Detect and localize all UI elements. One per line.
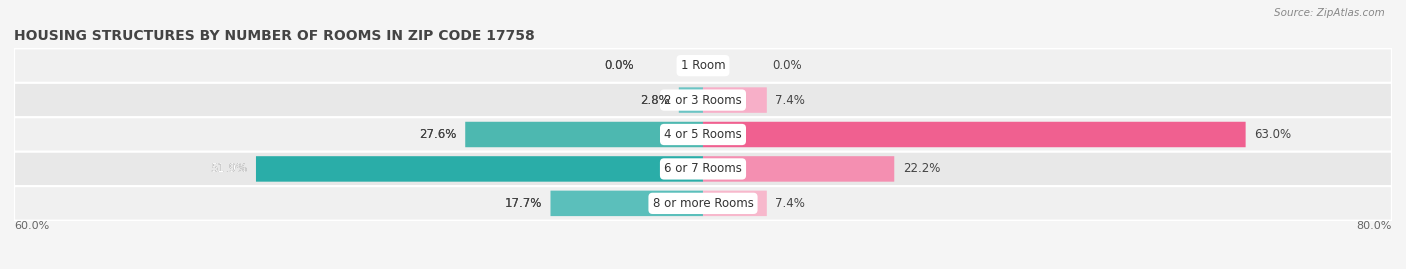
FancyBboxPatch shape: [703, 87, 766, 113]
FancyBboxPatch shape: [14, 186, 1392, 221]
FancyBboxPatch shape: [703, 122, 1246, 147]
FancyBboxPatch shape: [703, 156, 894, 182]
Text: 0.0%: 0.0%: [605, 59, 634, 72]
Text: 2 or 3 Rooms: 2 or 3 Rooms: [664, 94, 742, 107]
Text: HOUSING STRUCTURES BY NUMBER OF ROOMS IN ZIP CODE 17758: HOUSING STRUCTURES BY NUMBER OF ROOMS IN…: [14, 29, 534, 43]
Text: 60.0%: 60.0%: [14, 221, 49, 231]
FancyBboxPatch shape: [551, 191, 703, 216]
FancyBboxPatch shape: [256, 156, 703, 182]
FancyBboxPatch shape: [14, 83, 1392, 117]
Text: 22.2%: 22.2%: [903, 162, 941, 175]
FancyBboxPatch shape: [14, 117, 1392, 152]
Text: 7.4%: 7.4%: [775, 197, 806, 210]
FancyBboxPatch shape: [679, 87, 703, 113]
Text: 51.9%: 51.9%: [209, 162, 247, 175]
FancyBboxPatch shape: [14, 48, 1392, 83]
Text: 2.8%: 2.8%: [641, 94, 671, 107]
Text: 0.0%: 0.0%: [605, 59, 634, 72]
Text: 8 or more Rooms: 8 or more Rooms: [652, 197, 754, 210]
Text: 7.4%: 7.4%: [775, 94, 806, 107]
Text: 2.8%: 2.8%: [641, 94, 671, 107]
FancyBboxPatch shape: [14, 152, 1392, 186]
Text: 27.6%: 27.6%: [419, 128, 457, 141]
Text: 6 or 7 Rooms: 6 or 7 Rooms: [664, 162, 742, 175]
Text: 17.7%: 17.7%: [505, 197, 541, 210]
Text: 17.7%: 17.7%: [505, 197, 541, 210]
Text: 1 Room: 1 Room: [681, 59, 725, 72]
Text: 51.9%: 51.9%: [209, 162, 247, 175]
FancyBboxPatch shape: [703, 191, 766, 216]
Text: 63.0%: 63.0%: [1254, 128, 1291, 141]
Text: 4 or 5 Rooms: 4 or 5 Rooms: [664, 128, 742, 141]
Text: 0.0%: 0.0%: [772, 59, 801, 72]
Text: Source: ZipAtlas.com: Source: ZipAtlas.com: [1274, 8, 1385, 18]
Text: 80.0%: 80.0%: [1357, 221, 1392, 231]
FancyBboxPatch shape: [465, 122, 703, 147]
Text: 27.6%: 27.6%: [419, 128, 457, 141]
